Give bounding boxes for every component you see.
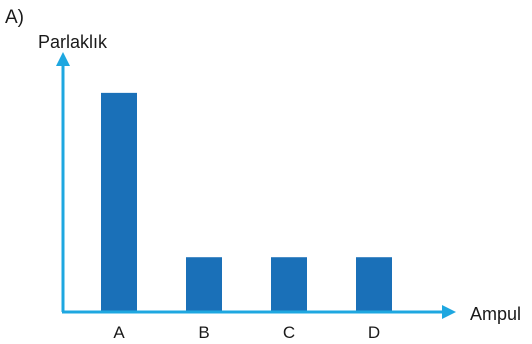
bar-a <box>101 92 137 312</box>
axes <box>56 52 456 319</box>
option-label: A) <box>5 7 24 28</box>
x-axis-arrow-icon <box>442 305 456 319</box>
x-tick-label-c: C <box>283 323 295 342</box>
x-tick-label-d: D <box>368 323 380 342</box>
bars-layer <box>101 92 392 312</box>
x-tick-labels: A B C D <box>113 323 380 342</box>
bar-c <box>271 257 307 312</box>
bar-d <box>356 257 392 312</box>
x-axis-label: Ampul <box>470 304 521 324</box>
x-tick-label-b: B <box>198 323 209 342</box>
x-tick-label-a: A <box>113 323 125 342</box>
y-axis-label: Parlaklık <box>38 32 108 52</box>
bar-b <box>186 257 222 312</box>
y-axis-arrow-icon <box>56 52 70 66</box>
